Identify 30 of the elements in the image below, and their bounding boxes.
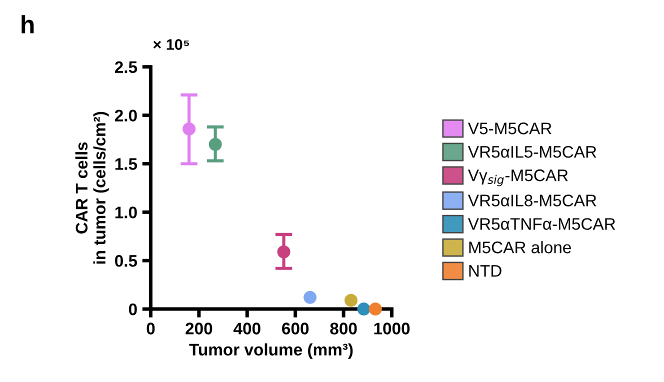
x-tick-label: 400 bbox=[233, 322, 260, 334]
legend-label: NTD bbox=[469, 265, 502, 277]
x-tick-label: 200 bbox=[186, 322, 212, 334]
point bbox=[277, 245, 290, 258]
y-axis-title: CAR T cells in tumor (cells/cm²) bbox=[75, 112, 109, 264]
text: × 10⁵ bbox=[153, 39, 190, 50]
x-tick-label: 600 bbox=[282, 322, 309, 334]
legend-label: VR5αIL8-M5CAR bbox=[468, 194, 596, 206]
legend-label: Vγ$_{sig}$-M5CAR bbox=[468, 169, 568, 186]
y-tick-label: 1.5 bbox=[115, 158, 138, 170]
point bbox=[368, 302, 382, 316]
y-tick-label: 1.0 bbox=[115, 206, 137, 218]
y-tick-label: 2.0 bbox=[114, 110, 137, 122]
y-tick-label: 0 bbox=[128, 303, 137, 316]
point bbox=[357, 302, 370, 316]
legend-label: M5CAR alone bbox=[469, 241, 571, 254]
y-tick-label: 0.5 bbox=[115, 255, 138, 267]
point bbox=[208, 138, 222, 151]
text: h bbox=[22, 15, 34, 34]
point bbox=[344, 294, 358, 307]
x-tick-label: 0 bbox=[146, 322, 155, 334]
point bbox=[304, 290, 317, 304]
legend-label: VR5αIL5-M5CAR bbox=[468, 146, 596, 158]
legend-label: V5-M5CAR bbox=[468, 122, 552, 134]
y-tick-label: 2.5 bbox=[114, 61, 138, 74]
x-axis-title: Tumor volume (mm³) bbox=[189, 343, 353, 359]
legend-label: VR5αTNFα-M5CAR bbox=[468, 218, 616, 230]
point bbox=[182, 122, 196, 136]
x-tick-label: 800 bbox=[330, 322, 357, 334]
x-tick-label: 1000 bbox=[374, 322, 410, 334]
